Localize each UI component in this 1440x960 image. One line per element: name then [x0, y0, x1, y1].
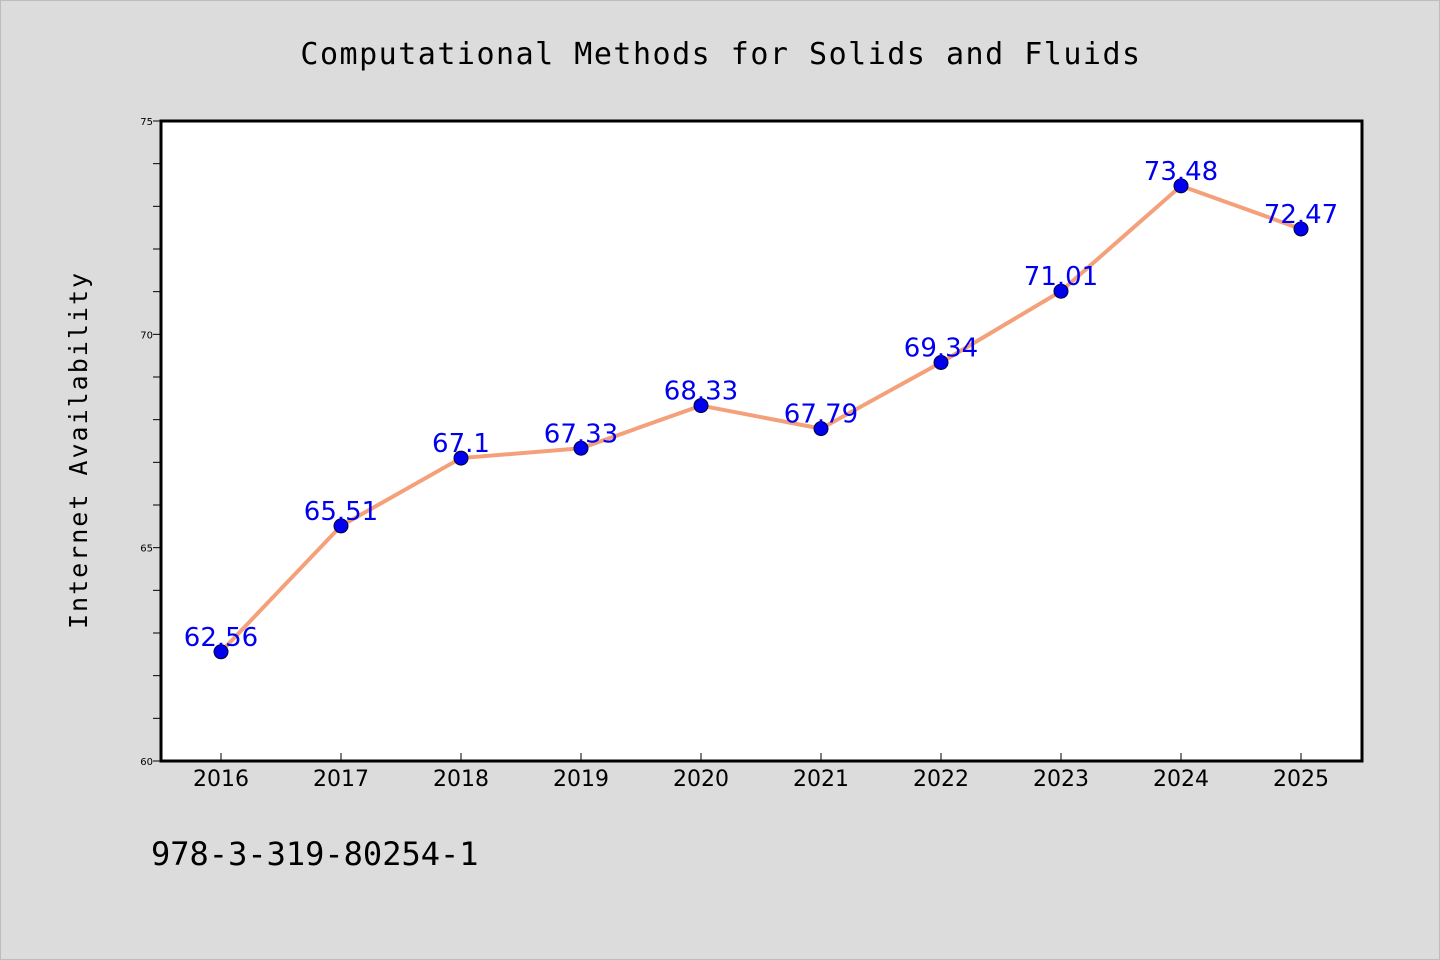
- data-point: [453, 450, 469, 466]
- data-point: [333, 518, 349, 534]
- data-label: 67.79: [784, 400, 858, 430]
- x-tick-label: 2020: [673, 767, 729, 792]
- data-point: [693, 398, 709, 414]
- x-tick-label: 2025: [1273, 767, 1329, 792]
- series-line: [219, 183, 1303, 654]
- data-label: 72.47: [1264, 200, 1338, 230]
- data-label: 67.33: [544, 419, 618, 449]
- plot-frame: [159, 119, 1364, 763]
- x-tick-label: 2019: [553, 767, 609, 792]
- x-tick-label: 2024: [1153, 767, 1209, 792]
- data-point: [813, 421, 829, 437]
- y-tick-label: 70: [140, 330, 153, 341]
- data-point: [1293, 221, 1309, 237]
- x-tick-label: 2023: [1033, 767, 1089, 792]
- data-label: 67.1: [432, 429, 490, 459]
- data-label: 71.01: [1024, 262, 1098, 292]
- data-label: 68.33: [664, 377, 738, 407]
- x-tick-label: 2018: [433, 767, 489, 792]
- series-layer: 62.56 65.51 67.1 67.33 68.33 67.79 69.34 71.01 7…: [184, 157, 1338, 660]
- data-point: [213, 644, 229, 660]
- plot-area: [161, 121, 1362, 761]
- data-point: [933, 354, 949, 370]
- y-tick-label: 60: [140, 757, 153, 768]
- chart-title: Computational Methods for Solids and Flu…: [300, 37, 1141, 72]
- y-axis-ticks: 60 65 70 75: [140, 117, 161, 768]
- data-label: 73.48: [1144, 157, 1218, 187]
- data-point: [1053, 283, 1069, 299]
- data-point: [1173, 178, 1189, 194]
- data-label: 69.34: [904, 333, 978, 363]
- x-tick-label: 2022: [913, 767, 969, 792]
- x-tick-label: 2017: [313, 767, 369, 792]
- data-label: 62.56: [184, 623, 258, 653]
- y-axis-label: Internet Availability: [64, 271, 93, 629]
- data-label: 65.51: [304, 497, 378, 527]
- x-tick-label: 2021: [793, 767, 849, 792]
- x-tick-label: 2016: [193, 767, 249, 792]
- data-point: [573, 440, 589, 456]
- y-tick-label: 65: [140, 544, 153, 555]
- x-axis-ticks: 2016 2017 2018 2019 2020 2021 2022 2023 2024 2025: [193, 753, 1329, 792]
- footer-note: 978-3-319-80254-1: [151, 835, 479, 873]
- y-tick-label: 75: [140, 117, 153, 128]
